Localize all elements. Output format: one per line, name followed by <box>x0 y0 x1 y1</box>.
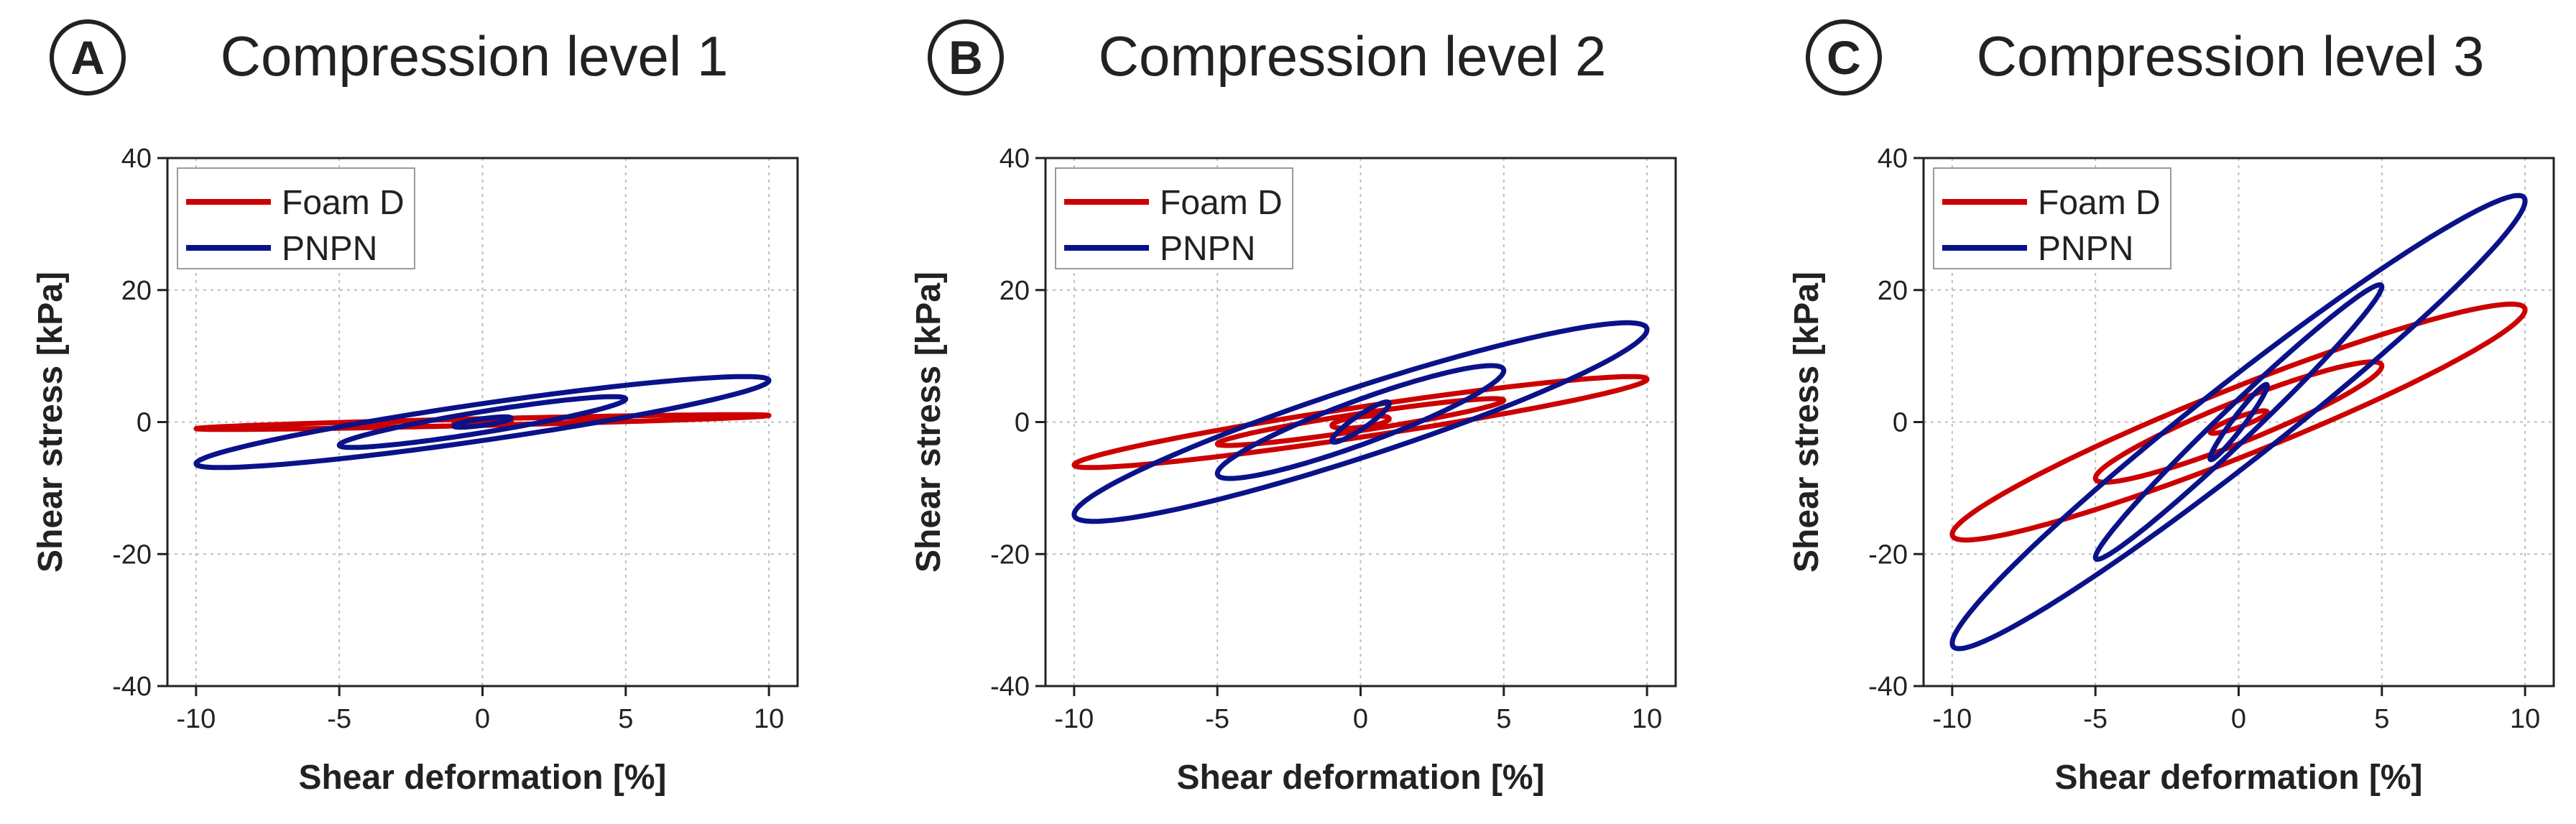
y-tick-label: -20 <box>1868 540 1908 570</box>
chart-title: Compression level 1 <box>221 24 729 88</box>
x-tick-label: 5 <box>2374 704 2389 734</box>
x-tick-label: 10 <box>754 704 784 734</box>
hysteresis-loop-pnpn <box>1329 399 1392 445</box>
x-tick-label: 5 <box>618 704 633 734</box>
x-tick-label: 0 <box>1353 704 1368 734</box>
hysteresis-loop-pnpn <box>1214 363 1507 481</box>
hysteresis-loop-pnpn <box>1071 320 1650 524</box>
y-tick-label: 0 <box>1893 408 1908 438</box>
y-tick-label: 0 <box>137 408 152 438</box>
panel-a: A Compression level 1 -10 -5 0 5 10 -40 -20 0 20 40… <box>32 19 799 797</box>
panel-b: B Compression level 2 -10 -5 0 5 10 -40 -20 0 20 40… <box>910 19 1677 797</box>
chart-title: Compression level 2 <box>1099 24 1607 88</box>
y-tick-label: -40 <box>990 672 1030 702</box>
y-tick-label: -20 <box>112 540 152 570</box>
y-tick-label: -40 <box>1868 672 1908 702</box>
x-tick-label: 10 <box>1632 704 1662 734</box>
panel-badge-circle <box>50 19 126 96</box>
y-axis-label: Shear stress [kPa] <box>910 272 948 573</box>
x-tick-label: -10 <box>1932 704 1972 734</box>
hysteresis-loop-foam-d <box>1949 301 2528 543</box>
panel-badge-letter: A <box>70 31 105 84</box>
legend-box <box>1055 167 1293 269</box>
legend-label: PNPN <box>2038 230 2133 268</box>
y-tick-label: 40 <box>1000 144 1030 174</box>
y-axis-label: Shear stress [kPa] <box>32 272 70 573</box>
panel-badge-letter: C <box>1827 31 1861 84</box>
hysteresis-loop-foam-d <box>1071 374 1650 471</box>
x-tick-label: 10 <box>2510 704 2540 734</box>
y-tick-label: 40 <box>1878 144 1908 174</box>
x-tick-label: -5 <box>2083 704 2108 734</box>
legend-label: PNPN <box>282 230 377 268</box>
x-axis-label: Shear deformation [%] <box>2054 759 2422 797</box>
legend-label: Foam D <box>1160 184 1283 222</box>
y-tick-label: 20 <box>121 276 152 306</box>
y-tick-label: 20 <box>1878 276 1908 306</box>
panel-badge-letter: B <box>948 31 983 84</box>
x-tick-label: 5 <box>1496 704 1511 734</box>
chart-title: Compression level 3 <box>1977 24 2485 88</box>
legend-box <box>177 167 415 269</box>
x-axis-label: Shear deformation [%] <box>298 759 666 797</box>
hysteresis-loop-pnpn <box>2092 282 2385 563</box>
x-tick-label: 0 <box>475 704 490 734</box>
legend-label: Foam D <box>2038 184 2161 222</box>
x-tick-label: -10 <box>176 704 216 734</box>
hysteresis-loop-pnpn <box>1949 193 2528 652</box>
hysteresis-loop-pnpn <box>193 374 772 471</box>
y-tick-label: -40 <box>112 672 152 702</box>
y-tick-label: 40 <box>121 144 152 174</box>
y-tick-label: 0 <box>1015 408 1030 438</box>
x-tick-label: -5 <box>327 704 351 734</box>
y-tick-label: 20 <box>1000 276 1030 306</box>
hysteresis-loop-pnpn <box>336 394 629 450</box>
panel-c: C Compression level 3 -10 -5 0 5 10 -40 -20 0 20 40… <box>1788 19 2555 797</box>
x-tick-label: 0 <box>2231 704 2246 734</box>
legend-label: Foam D <box>282 184 405 222</box>
x-tick-label: -5 <box>1205 704 1229 734</box>
hysteresis-loop-foam-d <box>1329 413 1392 431</box>
legend-box <box>1933 167 2171 269</box>
x-axis-label: Shear deformation [%] <box>1176 759 1544 797</box>
panel-badge-circle <box>928 19 1004 96</box>
legend-label: PNPN <box>1160 230 1255 268</box>
hysteresis-loop-pnpn <box>451 414 514 430</box>
panel-badge-circle <box>1806 19 1882 96</box>
x-tick-label: -10 <box>1054 704 1094 734</box>
y-axis-label: Shear stress [kPa] <box>1788 272 1826 573</box>
y-tick-label: -20 <box>990 540 1030 570</box>
hysteresis-loop-foam-d <box>2092 359 2385 485</box>
hysteresis-loop-pnpn <box>2207 381 2270 463</box>
